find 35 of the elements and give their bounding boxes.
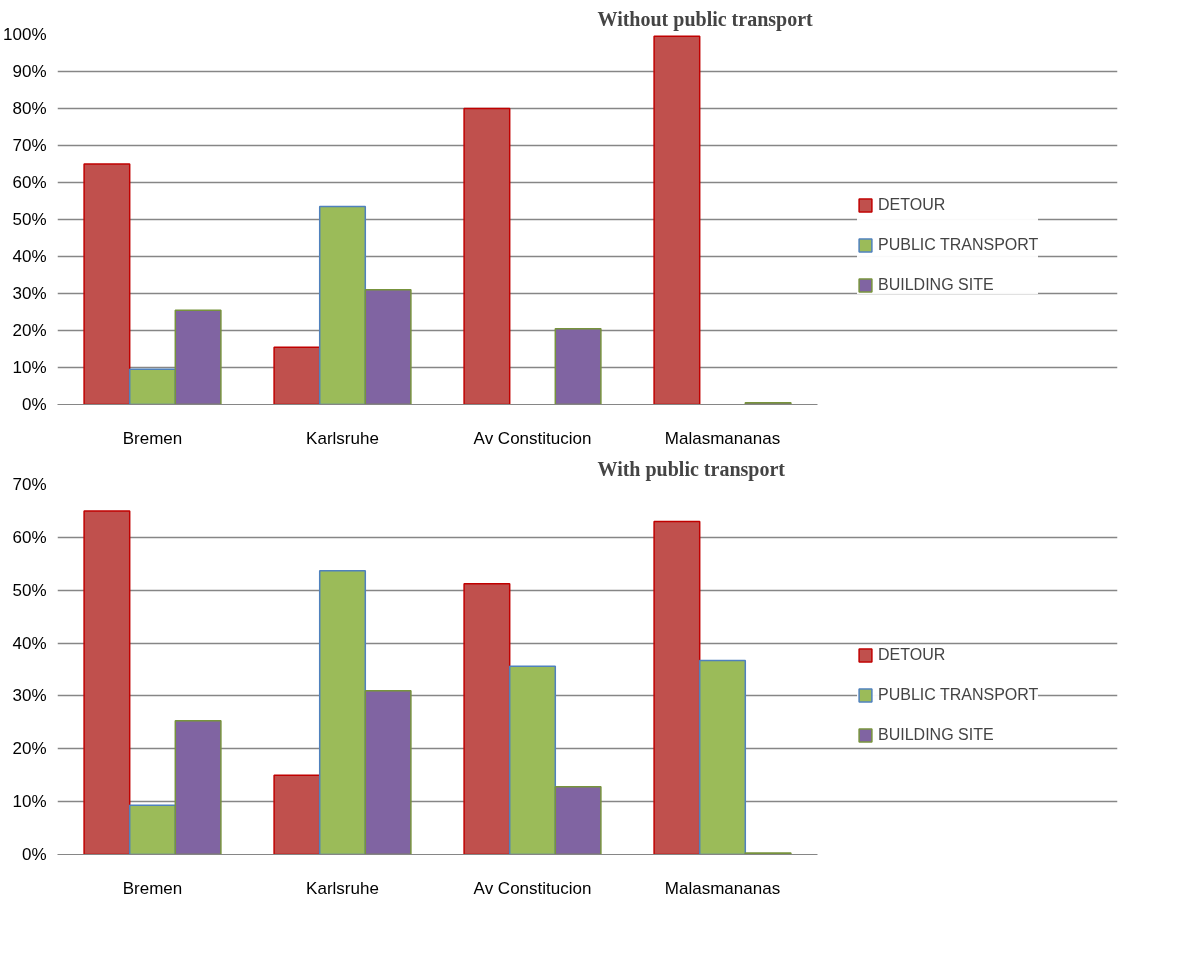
legend-label: PUBLIC TRANSPORT: [878, 686, 1039, 704]
y-tick-label: 90%: [12, 62, 47, 81]
x-tick-label: Karlsruhe: [306, 878, 379, 898]
y-tick-label: 20%: [12, 739, 47, 759]
y-tick-label: 80%: [12, 99, 47, 118]
legend-label: DETOUR: [878, 646, 946, 664]
x-tick-label: Malasmananas: [664, 428, 781, 448]
y-tick-label: 0%: [21, 845, 47, 864]
y-tick-label: 30%: [12, 686, 47, 706]
chart-title: With public transport: [597, 457, 786, 481]
legend-label: DETOUR: [878, 196, 946, 214]
chart-title: Without public transport: [597, 7, 814, 31]
y-tick-label: 10%: [12, 358, 47, 377]
legend-label: PUBLIC TRANSPORT: [878, 236, 1039, 254]
y-tick-label: 70%: [12, 136, 47, 155]
y-tick-label: 30%: [12, 284, 47, 303]
y-tick-label: 100%: [3, 25, 47, 44]
y-tick-label: 20%: [12, 321, 47, 340]
y-tick-label: 50%: [12, 580, 47, 600]
y-tick-label: 60%: [12, 173, 47, 192]
y-tick-label: 50%: [12, 210, 47, 229]
y-tick-label: 70%: [12, 475, 47, 494]
y-tick-label: 40%: [12, 633, 47, 653]
legend-label: BUILDING SITE: [878, 726, 994, 744]
y-tick-label: 60%: [12, 527, 47, 547]
y-tick-label: 40%: [12, 247, 47, 266]
y-tick-label: 10%: [12, 792, 47, 812]
legend-label: BUILDING SITE: [878, 276, 994, 294]
x-tick-label: Malasmananas: [664, 878, 781, 898]
x-tick-label: Karlsruhe: [306, 428, 379, 448]
x-tick-label: Bremen: [122, 428, 183, 448]
x-tick-label: Av Constitucion: [473, 878, 592, 898]
x-tick-label: Av Constitucion: [473, 428, 592, 448]
x-tick-label: Bremen: [122, 878, 183, 898]
y-tick-label: 0%: [21, 395, 47, 414]
